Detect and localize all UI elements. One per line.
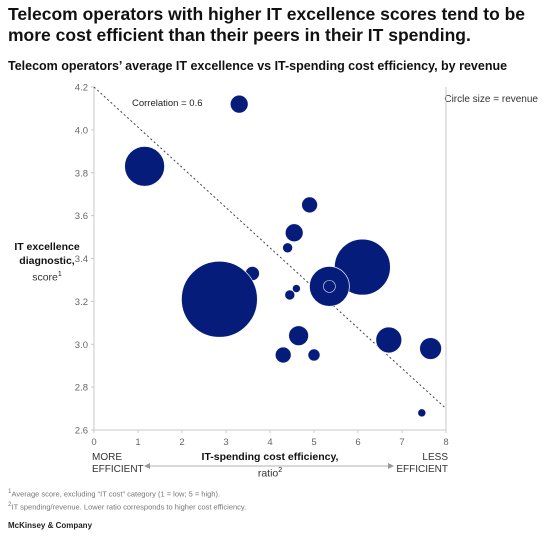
y-tick-label: 3.0 (75, 340, 88, 351)
x-tick-label: 6 (355, 437, 360, 448)
x-tick-label: 4 (267, 437, 272, 448)
footnote-2-mark: 2 (8, 500, 12, 508)
bubble-point (292, 284, 301, 293)
x-tick-label: 5 (311, 437, 316, 448)
x-tick-label: 2 (179, 437, 184, 448)
y-tick-label: 3.2 (75, 297, 88, 308)
y-axis-label: IT excellence diagnostic, score1 (6, 240, 88, 285)
bubble-point (124, 145, 166, 187)
x-tick-label: 0 (91, 437, 96, 448)
x-axis-label-unit: ratio (257, 467, 279, 480)
chart-subtitle: Telecom operators’ average IT excellence… (8, 59, 508, 73)
brand-logo: McKinsey & Company (8, 521, 93, 530)
y-tick-label: 3.4 (75, 254, 88, 265)
x-tick-label: 1 (135, 437, 140, 448)
footnotes: 1Average score, excluding “IT cost” cate… (8, 487, 246, 512)
less-efficient-label: LESS EFFICIENT (396, 452, 448, 475)
x-tick-label: 8 (443, 437, 448, 448)
y-tick-label: 2.8 (75, 383, 88, 394)
bubble-point (419, 337, 443, 360)
y-tick-label: 4.2 (75, 83, 88, 94)
bubble-point (417, 408, 427, 418)
footnote-1: 1Average score, excluding “IT cost” cate… (8, 487, 246, 500)
bubble-point (284, 223, 304, 243)
x-axis-footnote-mark: 2 (278, 467, 283, 474)
x-axis-label: IT-spending cost efficiency, ratio2 (170, 451, 370, 481)
chart-headline: Telecom operators with higher IT excelle… (8, 4, 526, 45)
y-axis-label-main: IT excellence diagnostic, (14, 241, 80, 267)
bubble-point (284, 289, 296, 301)
trend-line (93, 86, 447, 409)
bubble-point (282, 242, 293, 254)
footnote-2: 2IT spending/revenue. Lower ratio corres… (8, 500, 246, 513)
bubble-point (180, 260, 258, 338)
y-tick-label: 4.0 (75, 125, 88, 136)
footnote-2-text: IT spending/revenue. Lower ratio corresp… (11, 502, 247, 511)
bubble-point (288, 325, 310, 347)
direction-arrow (144, 463, 394, 469)
bubble-point (323, 280, 336, 293)
y-tick-label: 2.6 (75, 426, 88, 437)
bubble-point (307, 348, 321, 362)
bubble-point (274, 346, 292, 364)
y-tick-label: 3.8 (75, 168, 88, 179)
more-efficient-label: MORE EFFICIENT (92, 452, 144, 475)
y-axis-footnote-mark: 1 (57, 271, 62, 278)
x-tick-label: 3 (223, 437, 228, 448)
y-axis-label-unit: score (32, 271, 58, 284)
x-tick-label: 7 (399, 437, 404, 448)
footnote-1-text: Average score, excluding “IT cost” categ… (11, 489, 221, 499)
y-tick-label: 3.6 (75, 211, 88, 222)
x-axis-label-main: IT-spending cost efficiency, (201, 451, 339, 463)
footnote-1-mark: 1 (8, 488, 12, 495)
correlation-annotation: Correlation = 0.6 (132, 98, 203, 109)
circle-size-note: Circle size = revenue (444, 94, 538, 105)
bubble-point (229, 94, 249, 114)
bubble-point (375, 326, 403, 354)
bubble-point (301, 196, 319, 214)
